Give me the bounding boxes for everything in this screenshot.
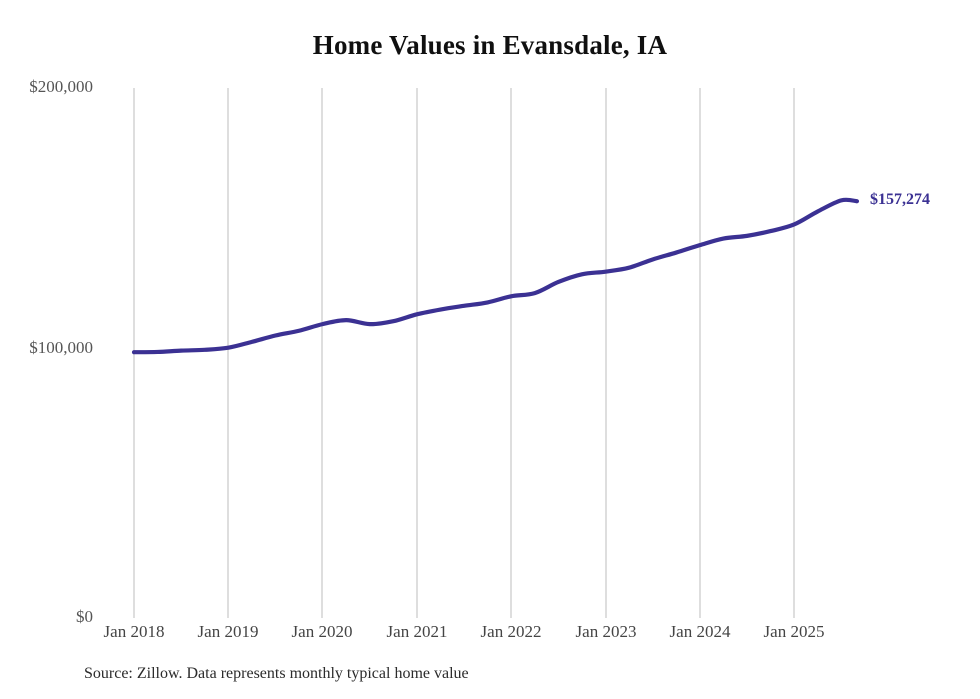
- gridlines: [133, 88, 795, 618]
- source-note: Source: Zillow. Data represents monthly …: [84, 665, 469, 682]
- y-axis-tick-0: $0: [76, 607, 93, 626]
- y-axis-tick-200000: $200,000: [29, 77, 93, 96]
- y-axis-tick-100000: $100,000: [29, 338, 93, 357]
- x-axis-tick-jan-2023: Jan 2023: [575, 622, 637, 641]
- series-line-typical-home-value: [131, 197, 860, 355]
- x-axis-tick-jan-2024: Jan 2024: [669, 622, 731, 641]
- x-axis-tick-jan-2022: Jan 2022: [480, 622, 542, 641]
- x-axis-tick-jan-2021: Jan 2021: [386, 622, 448, 641]
- x-axis-tick-jan-2020: Jan 2020: [291, 622, 353, 641]
- x-axis-tick-jan-2019: Jan 2019: [197, 622, 259, 641]
- chart-title: Home Values in Evansdale, IA: [312, 30, 668, 60]
- x-axis-tick-jan-2025: Jan 2025: [763, 622, 825, 641]
- series-end-value-label: $157,274: [869, 191, 930, 209]
- x-axis-tick-jan-2018: Jan 2018: [103, 622, 165, 641]
